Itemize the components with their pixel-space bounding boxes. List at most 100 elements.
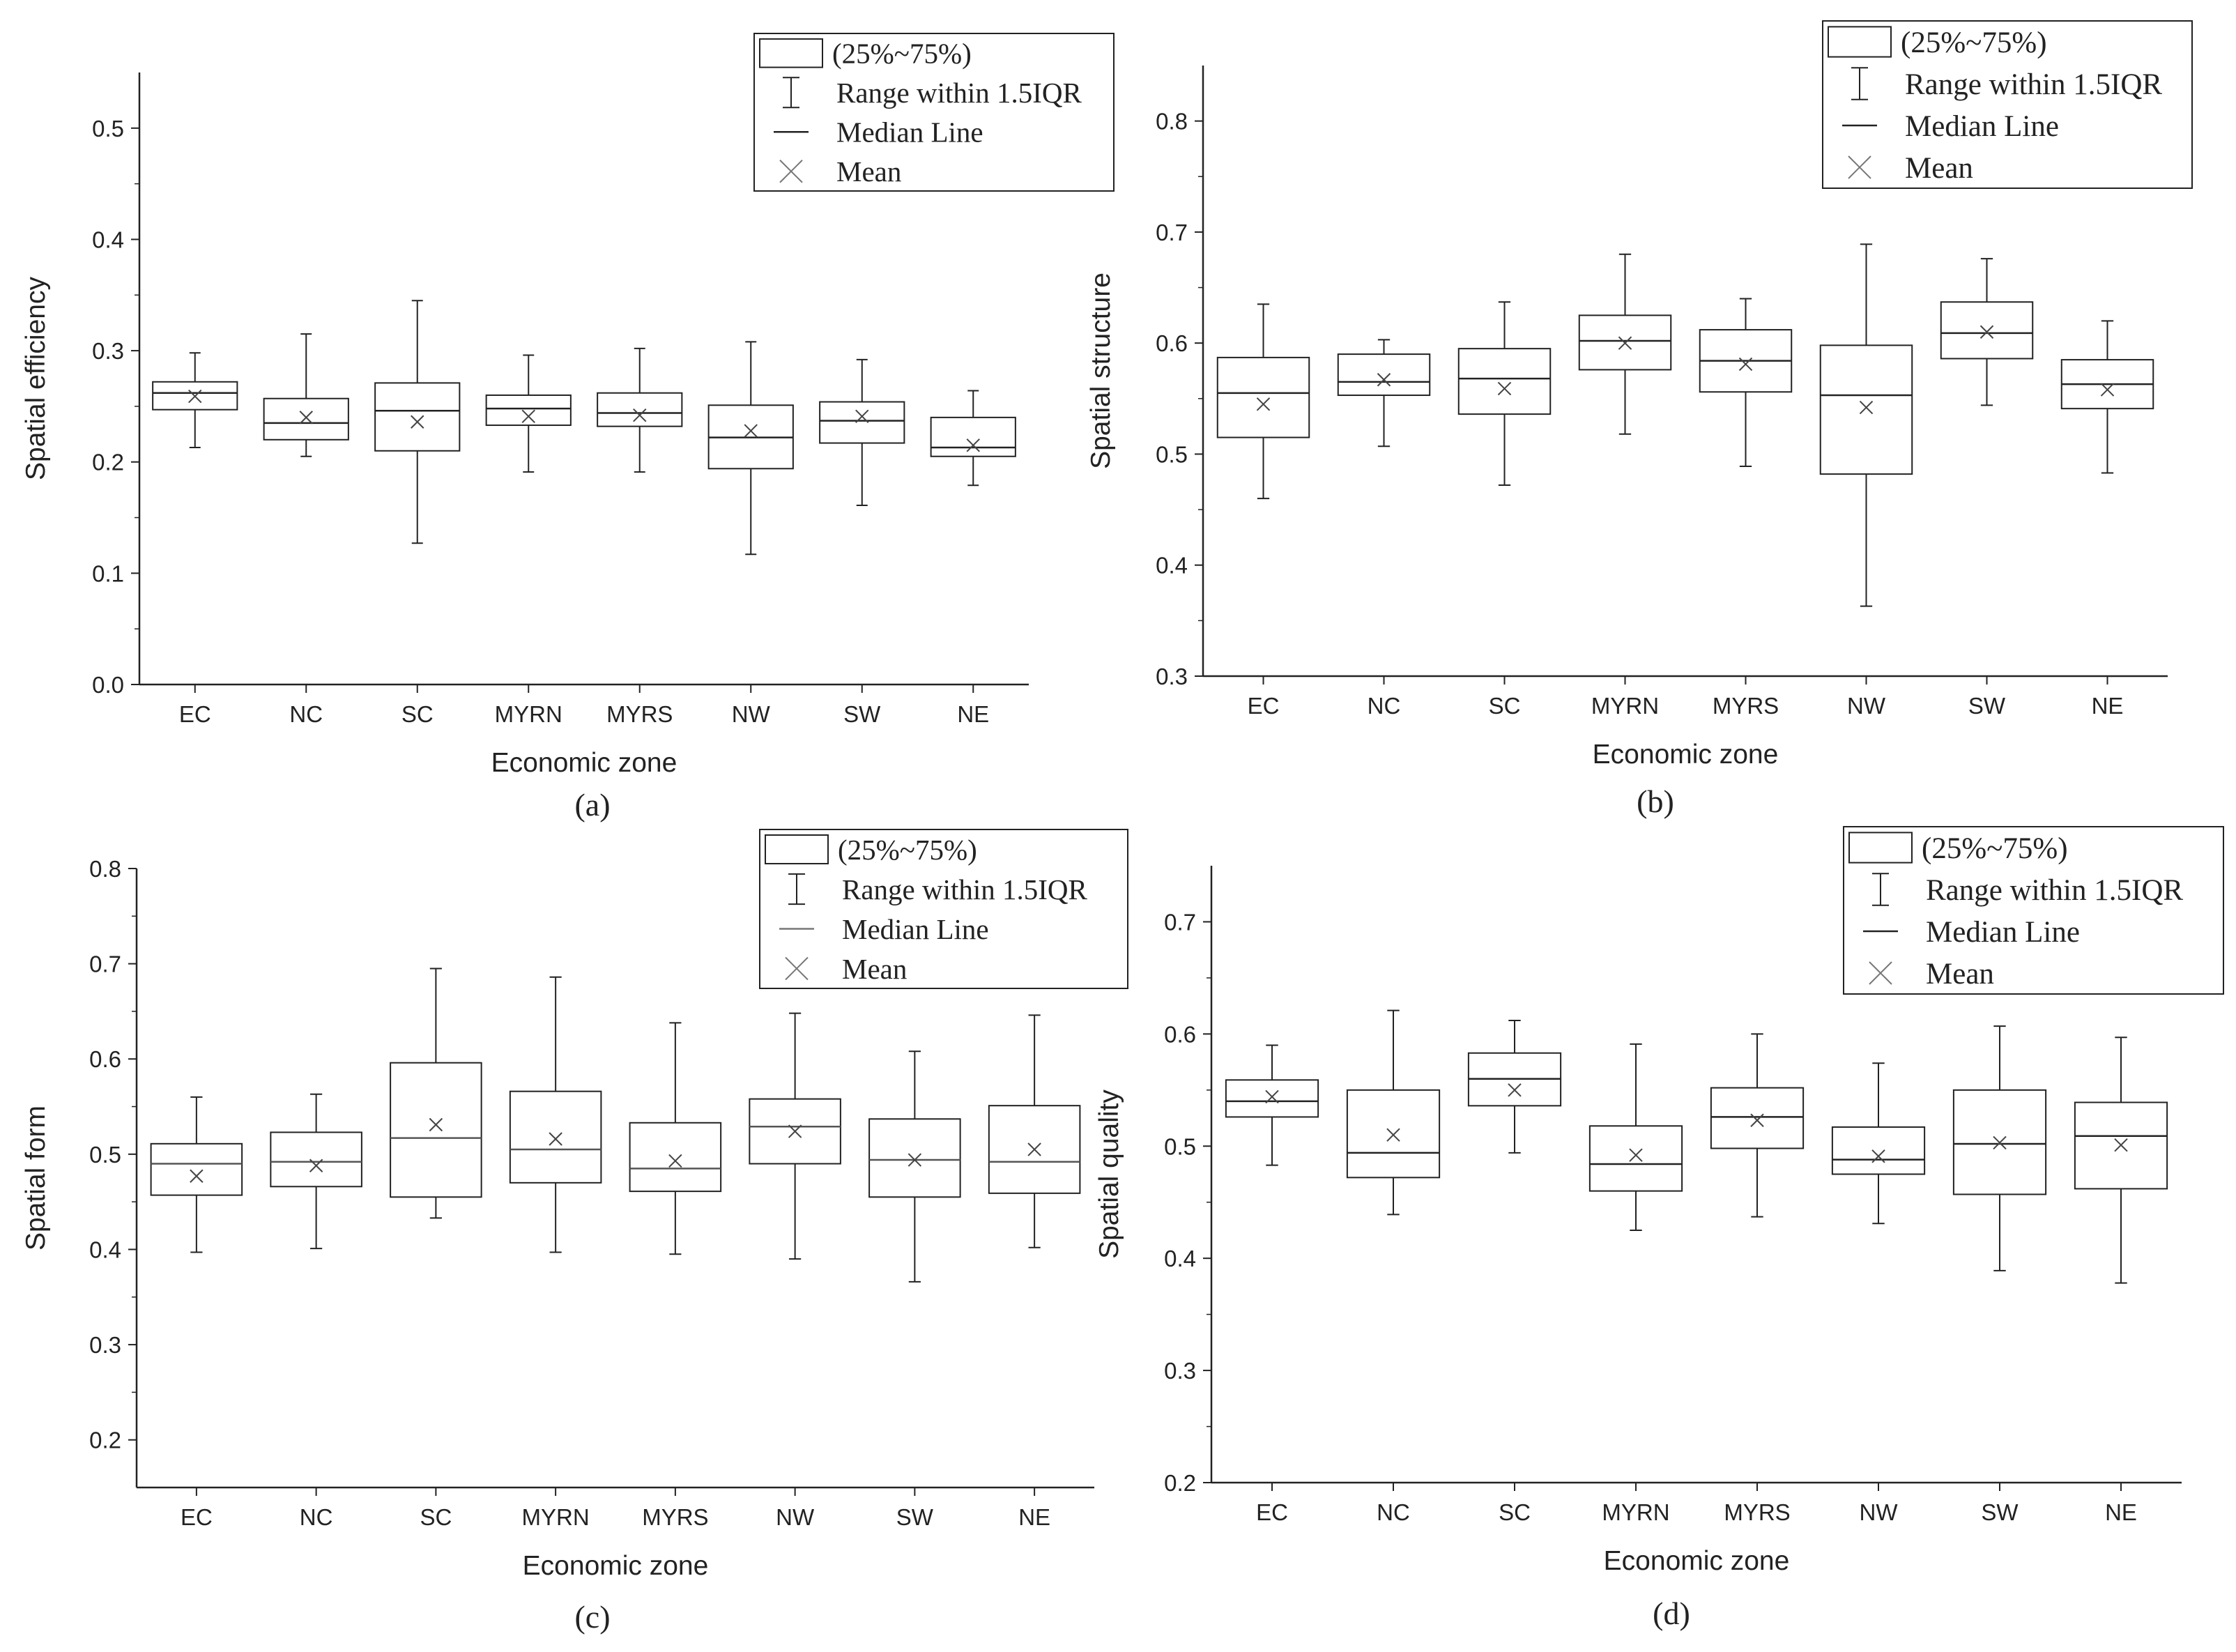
iqr-box	[263, 397, 349, 441]
mean-marker-stroke	[2100, 383, 2115, 397]
legend-mean-label: Mean	[836, 155, 901, 188]
y-tick-label: 0.1	[92, 560, 124, 586]
legend-mean-swatch-stroke	[785, 956, 809, 981]
box-myrn	[1578, 253, 1672, 435]
mean-marker-stroke	[633, 408, 647, 422]
mean-marker-stroke	[309, 1158, 323, 1172]
legend-box-label: (25%~75%)	[832, 38, 972, 70]
y-tick-label: 0.4	[1164, 1246, 1196, 1271]
y-tick-label: 0.2	[92, 450, 124, 475]
iqr-box	[1337, 353, 1431, 397]
box-ec	[1225, 1044, 1319, 1166]
iqr-box	[1588, 1125, 1683, 1192]
y-tick-label: 0.3	[92, 338, 124, 364]
mean-marker-stroke	[1738, 357, 1753, 372]
iqr-box	[1831, 1126, 1926, 1175]
y-tick-label: 0.7	[1156, 220, 1188, 245]
legend-mean-swatch-stroke	[1869, 961, 1892, 985]
iqr-box	[1216, 356, 1310, 438]
mean-marker-stroke	[1265, 1089, 1279, 1104]
y-tick-label: 0.2	[1164, 1470, 1196, 1496]
x-tick-label-myrs: MYRS	[1713, 693, 1779, 719]
iqr-box	[150, 1142, 243, 1196]
box-nc	[1337, 339, 1431, 448]
box-sw	[819, 358, 905, 506]
x-axis-title: Economic zone	[1593, 740, 1779, 770]
chart-panel-a: 0.0 0.1 0.2 0.3 0.4 0.5 EC NC SC MYRN MYRS NW SW NE Ec…	[21, 33, 1115, 823]
x-axis-title: Economic zone	[491, 748, 677, 778]
box-ne	[930, 390, 1016, 487]
iqr-box	[1952, 1089, 2047, 1195]
mean-marker-stroke	[549, 1132, 562, 1146]
x-tick-label-myrn: MYRN	[1591, 693, 1659, 719]
x-axis-title: Economic zone	[1604, 1546, 1790, 1576]
box-sw	[868, 1050, 961, 1283]
panel-caption: (a)	[574, 787, 610, 823]
mean-marker-stroke	[668, 1154, 682, 1168]
iqr-box	[509, 1090, 602, 1184]
mean-marker-stroke	[1497, 381, 1512, 396]
x-tick-label-nw: NW	[1860, 1499, 1899, 1525]
x-tick-label-nc: NC	[300, 1504, 333, 1530]
x-tick-label-nw: NW	[732, 701, 771, 727]
legend-mean-label: Mean	[1926, 958, 1994, 991]
iqr-box	[1346, 1089, 1441, 1179]
legend: (25%~75%) Range within 1.5IQR Median Line M…	[759, 829, 1128, 989]
x-tick-label-sw: SW	[896, 1504, 934, 1530]
iqr-box	[1710, 1087, 1805, 1149]
legend-box-swatch	[1848, 832, 1913, 864]
box-sc	[390, 968, 482, 1219]
mean-marker-stroke	[1871, 1149, 1885, 1163]
iqr-box	[1940, 301, 2034, 360]
mean-marker-stroke	[521, 409, 535, 423]
box-sc	[374, 300, 461, 544]
iqr-box	[597, 392, 683, 427]
x-tick-label-nc: NC	[1377, 1499, 1410, 1525]
panel-caption: (c)	[574, 1599, 610, 1635]
box-ec	[1216, 303, 1310, 500]
x-tick-label-myrn: MYRN	[495, 701, 562, 727]
legend-whisker-label: Range within 1.5IQR	[836, 77, 1082, 109]
y-axis-title: Spatial quality	[1094, 1089, 1124, 1259]
y-tick-label: 0.5	[92, 116, 124, 142]
chart-panel-d: 0.2 0.3 0.4 0.5 0.6 0.7 EC NC SC MYRN MYRS NW SW NE Ec…	[1094, 826, 2224, 1631]
legend-median-label: Median Line	[1926, 916, 2080, 949]
box-myrn	[1588, 1043, 1683, 1231]
x-tick-label-ec: EC	[181, 1504, 213, 1530]
legend-box-swatch	[1828, 26, 1892, 58]
y-tick-label: 0.7	[89, 951, 121, 977]
panel-caption: (b)	[1637, 783, 1674, 819]
iqr-box	[1225, 1079, 1319, 1118]
box-ec	[152, 352, 238, 448]
x-tick-label-sc: SC	[1499, 1499, 1531, 1525]
legend-mean-swatch-stroke	[1848, 155, 1871, 179]
legend-mean-label: Mean	[1905, 152, 1973, 185]
mean-marker-stroke	[1386, 1128, 1400, 1142]
legend-median-label: Median Line	[836, 116, 983, 148]
box-nw	[1831, 1062, 1926, 1225]
iqr-box	[390, 1062, 482, 1198]
box-myrs	[1699, 298, 1793, 467]
y-tick-label: 0.4	[92, 227, 124, 252]
x-tick-label-nw: NW	[1847, 693, 1886, 719]
mean-marker-stroke	[1859, 400, 1874, 415]
mean-marker-stroke	[788, 1124, 802, 1138]
chart-panel-b: 0.3 0.4 0.5 0.6 0.7 0.8 EC NC SC MYRN MYRS NW SW NE Ec…	[1086, 20, 2193, 819]
mean-marker-stroke	[744, 424, 758, 438]
y-tick-label: 0.4	[89, 1237, 121, 1262]
iqr-box	[485, 394, 572, 427]
y-tick-label: 0.0	[92, 672, 124, 698]
mean-marker-stroke	[966, 438, 980, 452]
x-tick-label-myrs: MYRS	[642, 1504, 708, 1530]
box-sc	[1457, 301, 1552, 487]
mean-marker-stroke	[1993, 1135, 2007, 1150]
mean-marker-stroke	[429, 1117, 443, 1132]
box-myrn	[509, 976, 602, 1253]
iqr-box	[868, 1118, 961, 1198]
y-axis-title: Spatial structure	[1086, 273, 1116, 469]
legend-whisker-label: Range within 1.5IQR	[1926, 874, 2183, 907]
box-ne	[2074, 1037, 2168, 1284]
x-tick-label-sw: SW	[1981, 1499, 2019, 1525]
y-tick-label: 0.6	[89, 1046, 121, 1072]
mean-marker-stroke	[1980, 325, 1994, 339]
